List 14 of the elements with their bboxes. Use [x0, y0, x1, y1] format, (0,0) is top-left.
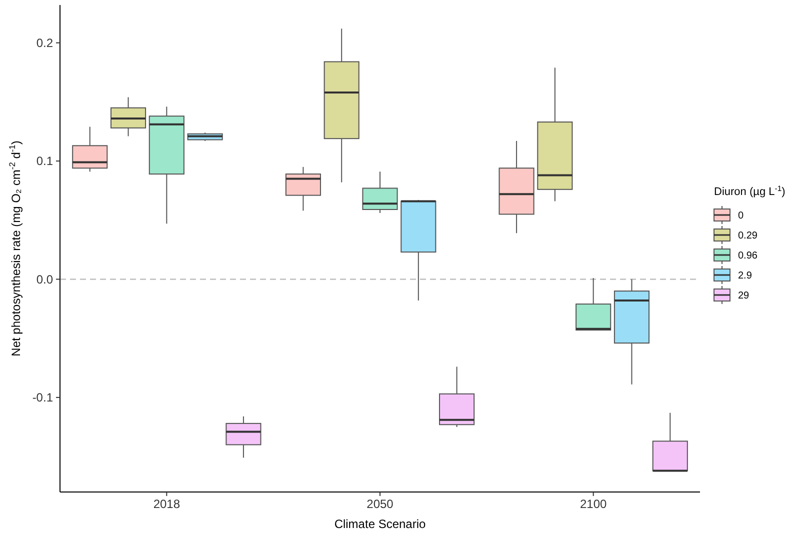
- y-tick-label: 0.0: [36, 272, 54, 286]
- legend-label: 0: [738, 210, 744, 222]
- legend-label: 2.9: [738, 270, 752, 282]
- legend-title: Diuron (µg L$^{-1}$): [714, 184, 786, 198]
- x-tick-label: 2100: [580, 497, 608, 511]
- y-tick-label: 0.2: [36, 36, 54, 50]
- y-tick-label: -0.1: [32, 390, 54, 405]
- x-tick-label: 2018: [153, 497, 180, 511]
- y-tick-label: 0.1: [36, 154, 54, 168]
- x-axis-title: Climate Scenario: [334, 517, 426, 531]
- legend-label: 0.96: [738, 250, 758, 262]
- legend-label: 29: [738, 290, 750, 302]
- x-tick-label: 2050: [366, 497, 394, 511]
- legend-label: 0.29: [738, 230, 758, 242]
